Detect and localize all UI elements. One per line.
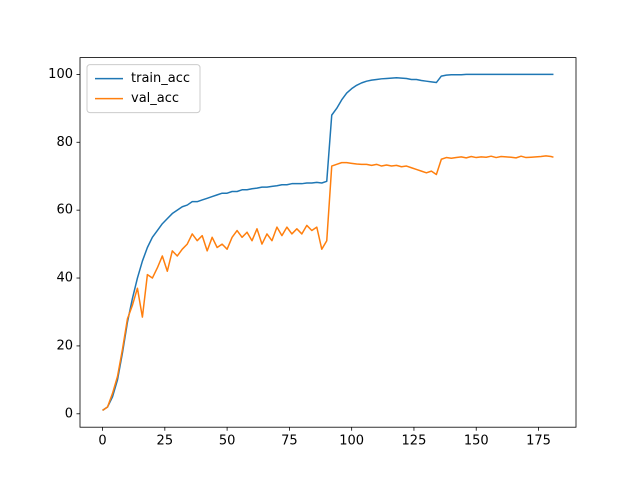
x-tick-label: 75 bbox=[281, 434, 298, 449]
x-tick-label: 50 bbox=[219, 434, 236, 449]
legend-box bbox=[86, 64, 201, 114]
x-tick-label: 25 bbox=[157, 434, 174, 449]
y-tick-label: 40 bbox=[56, 271, 73, 286]
y-tick-label: 100 bbox=[48, 67, 73, 82]
legend-label: train_acc bbox=[131, 71, 190, 86]
x-tick-label: 150 bbox=[464, 434, 489, 449]
series-line bbox=[102, 73, 554, 412]
series-line bbox=[102, 155, 554, 412]
x-tick-label: 0 bbox=[98, 434, 106, 449]
y-tick-label: 0 bbox=[65, 406, 73, 421]
x-tick-label: 100 bbox=[339, 434, 364, 449]
y-tick-label: 20 bbox=[56, 338, 73, 353]
legend-label: val_acc bbox=[131, 91, 179, 106]
axes-frame bbox=[79, 57, 577, 428]
y-tick-label: 60 bbox=[56, 203, 73, 218]
x-tick-label: 125 bbox=[402, 434, 427, 449]
y-tick-label: 80 bbox=[56, 135, 73, 150]
x-tick-label: 175 bbox=[526, 434, 551, 449]
